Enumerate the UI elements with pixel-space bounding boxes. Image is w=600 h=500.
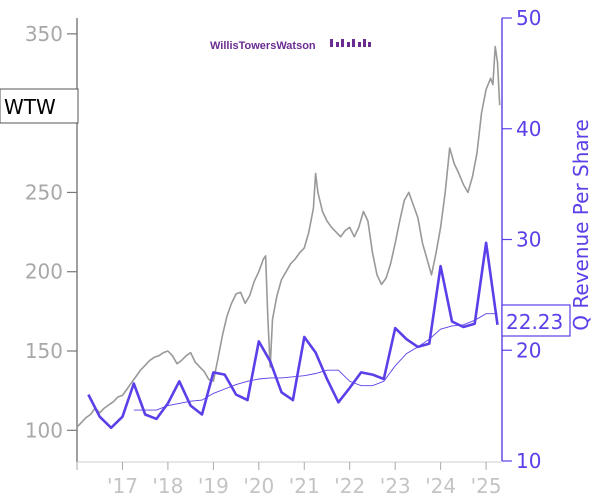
x-tick-label: '22 — [334, 474, 365, 498]
last-value-badge: 22.23 — [501, 304, 571, 337]
logo-bar — [368, 42, 371, 47]
left-price-axis: 100 150 200 250 350 — [25, 18, 78, 462]
x-tick-label: '25 — [471, 474, 502, 498]
right-axis-title: Q Revenue Per Share — [569, 119, 593, 331]
ticker-box — [0, 88, 79, 124]
left-tick-label: 150 — [25, 339, 63, 363]
left-tick-label: 200 — [25, 260, 63, 284]
logo-bar — [341, 39, 344, 47]
x-year-axis: '17 '18 '19 '20 '21 '22 '23 '24 '25 — [76, 461, 502, 498]
right-revenue-axis: 10 20 30 40 50 — [501, 6, 541, 473]
ticker-label: WTW — [4, 95, 56, 119]
x-tick-label: '23 — [380, 474, 411, 498]
x-tick-label: '21 — [289, 474, 320, 498]
right-tick-label: 20 — [516, 338, 541, 362]
x-tick-label: '17 — [107, 474, 138, 498]
revenue-trend-line — [133, 313, 498, 411]
logo-bar — [330, 39, 333, 47]
logo-bar — [352, 39, 355, 47]
series-layer — [76, 45, 501, 430]
company-logo: WillisTowersWatson — [210, 39, 371, 52]
right-tick-label: 10 — [516, 449, 541, 473]
price-series-line — [76, 45, 501, 428]
ticker-badge: WTW — [0, 88, 79, 124]
company-logo-text: WillisTowersWatson — [210, 40, 316, 52]
revenue-series-line — [87, 241, 499, 430]
left-tick-label: 250 — [25, 180, 63, 204]
logo-bar — [363, 39, 366, 47]
left-tick-label: 100 — [25, 418, 63, 442]
x-tick-label: '24 — [425, 474, 456, 498]
right-tick-label: 30 — [516, 228, 541, 252]
last-value-box — [501, 304, 571, 337]
right-tick-label: 50 — [516, 6, 541, 30]
company-logo-mark — [330, 39, 371, 47]
logo-bar — [347, 42, 350, 47]
right-tick-label: 40 — [516, 117, 541, 141]
last-value-label: 22.23 — [506, 310, 563, 334]
x-tick-label: '18 — [152, 474, 183, 498]
x-tick-label: '19 — [198, 474, 229, 498]
left-tick-label: 350 — [25, 22, 63, 46]
logo-bar — [336, 42, 339, 47]
logo-bar — [358, 42, 361, 47]
x-tick-label: '20 — [243, 474, 274, 498]
